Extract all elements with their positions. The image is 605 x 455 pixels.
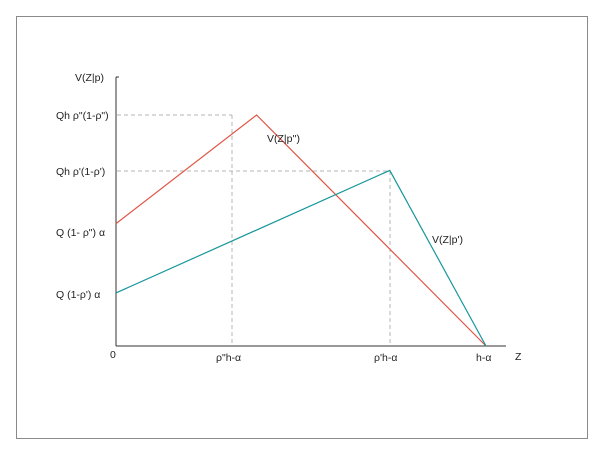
figure-frame <box>16 16 588 439</box>
y-tick-start-low: Q (1-ρ') α <box>56 289 100 301</box>
y-tick-peak-high: Qh ρ"(1-ρ") <box>56 110 109 122</box>
x-tick-kink-high: ρ"h-α <box>216 352 241 364</box>
curve-v-z-p-prime <box>115 169 487 347</box>
curve-v-z-p-double-prime <box>115 114 487 347</box>
x-axis-label: Z <box>515 351 522 363</box>
y-tick-start-high: Q (1- ρ") α <box>56 227 105 239</box>
origin-label: 0 <box>110 349 116 361</box>
curve-label-prime: V(Z|p') <box>432 234 463 246</box>
curve-label-double-prime: V(Z|p'') <box>267 133 300 145</box>
y-tick-peak-low: Qh ρ'(1-ρ') <box>56 166 105 178</box>
x-tick-kink-low: ρ'h-α <box>374 352 397 364</box>
y-axis-label: V(Z|p) <box>75 72 104 84</box>
x-tick-end: h-α <box>476 352 491 364</box>
